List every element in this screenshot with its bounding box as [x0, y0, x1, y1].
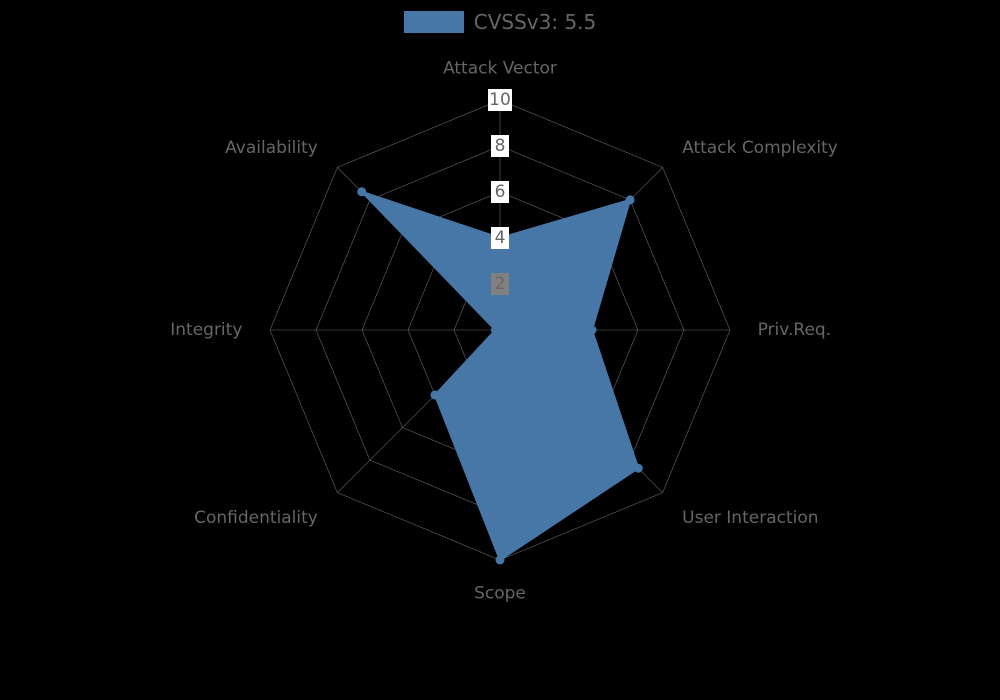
tick-label: 6	[495, 182, 506, 202]
tick-label: 10	[489, 90, 511, 110]
chart-legend: CVSSv3: 5.5	[0, 10, 1000, 34]
axis-label: Availability	[225, 138, 318, 158]
axis-label: User Interaction	[682, 508, 818, 528]
series-marker	[357, 187, 366, 196]
axis-label: Scope	[474, 584, 526, 604]
series-marker	[496, 556, 505, 565]
radar-chart: 2 4 6 8 10 Attack Vector Attack Complexity Priv…	[0, 0, 1000, 700]
axis-label: Priv.Req.	[758, 320, 832, 340]
tick-label: 2	[495, 274, 506, 294]
axis-label: Integrity	[170, 320, 242, 340]
series-marker	[491, 326, 500, 335]
axis-label: Attack Complexity	[682, 138, 838, 158]
series-marker	[430, 391, 439, 400]
axis-label: Attack Vector	[443, 58, 557, 78]
tick-label: 4	[495, 228, 506, 248]
series-marker	[588, 326, 597, 335]
series-marker	[634, 464, 643, 473]
legend-swatch	[404, 11, 464, 33]
series-marker	[626, 195, 635, 204]
axis-label: Confidentiality	[194, 508, 318, 528]
tick-label: 8	[495, 136, 506, 156]
legend-label: CVSSv3: 5.5	[474, 10, 597, 34]
